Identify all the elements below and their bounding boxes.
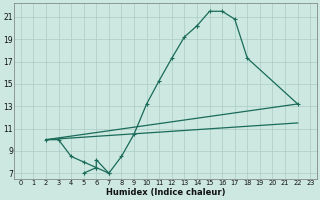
X-axis label: Humidex (Indice chaleur): Humidex (Indice chaleur) (106, 188, 225, 197)
